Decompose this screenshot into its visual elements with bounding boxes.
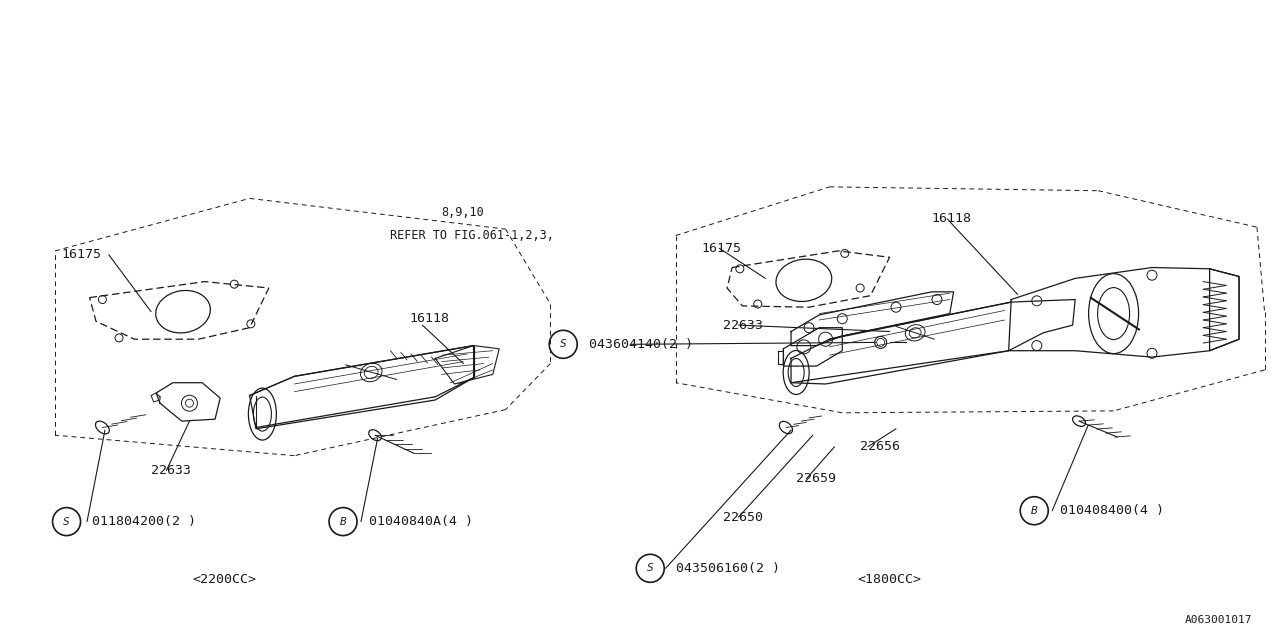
Text: 22656: 22656 [860,440,900,453]
Text: 16175: 16175 [701,242,741,255]
Text: 16118: 16118 [410,312,449,325]
Text: 8,9,10: 8,9,10 [442,206,484,219]
Text: <2200CC>: <2200CC> [192,573,256,586]
Text: 16118: 16118 [932,212,972,225]
Text: 22633: 22633 [151,464,191,477]
Text: 22633: 22633 [723,319,763,332]
Text: 22650: 22650 [723,511,763,524]
Text: 043506160(2 ): 043506160(2 ) [676,562,780,575]
Text: 010408400(4 ): 010408400(4 ) [1060,504,1164,517]
Text: B: B [339,516,347,527]
Text: 01040840A(4 ): 01040840A(4 ) [369,515,472,528]
Text: <1800CC>: <1800CC> [858,573,922,586]
Text: 011804200(2 ): 011804200(2 ) [92,515,196,528]
Text: S: S [63,516,70,527]
Text: S: S [646,563,654,573]
Text: A063001017: A063001017 [1184,614,1252,625]
Text: 22659: 22659 [796,472,836,485]
Text: 043604140(2 ): 043604140(2 ) [589,338,692,351]
Text: B: B [1030,506,1038,516]
Text: S: S [559,339,567,349]
Text: 16175: 16175 [61,248,101,261]
Text: REFER TO FIG.061-1,2,3,: REFER TO FIG.061-1,2,3, [390,229,554,242]
